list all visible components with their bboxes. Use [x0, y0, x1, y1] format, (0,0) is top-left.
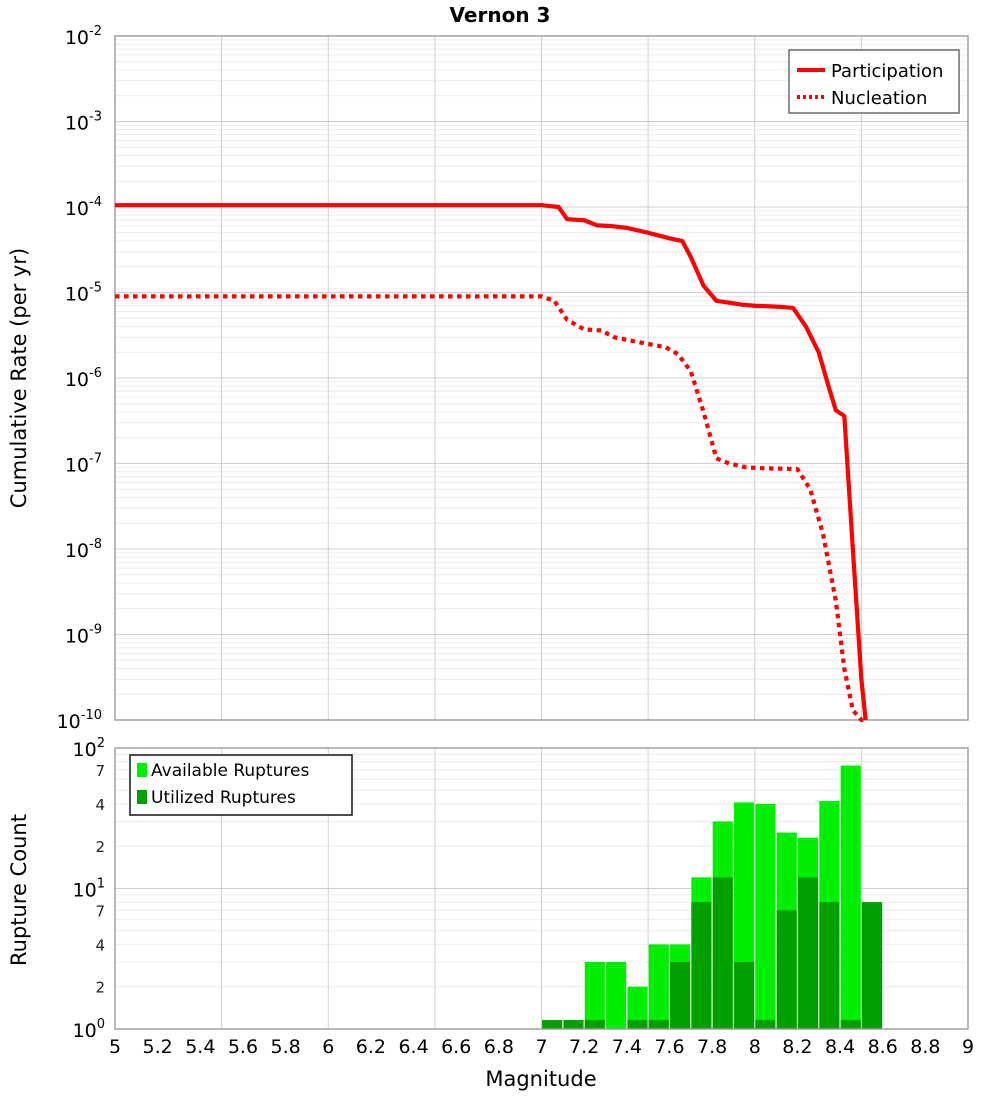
- legend-label-nucleation: Nucleation: [831, 88, 927, 109]
- x-axis-tick: 5.6: [228, 1036, 258, 1058]
- bar-utilized: [649, 1020, 669, 1029]
- top-plot-y-tick: 10-10: [57, 708, 102, 733]
- bar-utilized: [755, 1020, 775, 1029]
- legend-label-available-ruptures: Available Ruptures: [151, 761, 309, 781]
- bar-utilized: [841, 1020, 861, 1029]
- x-axis-tick: 8.2: [782, 1036, 812, 1058]
- top-plot-legend[interactable]: Participation Nucleation: [789, 50, 959, 113]
- bottom-plot-legend[interactable]: Available Ruptures Utilized Ruptures: [130, 755, 352, 815]
- top-plot-y-tick-labels: 10-2 10-3 10-4 10-5 10-6 10-7 10-8 10-9 10-10: [57, 24, 102, 733]
- bottom-plot-y-tick: 7: [95, 902, 105, 920]
- bar-utilized: [627, 1020, 647, 1029]
- bar-available: [585, 962, 605, 1029]
- x-axis-tick: 8.8: [910, 1036, 940, 1058]
- bar-available: [606, 962, 626, 1029]
- x-axis-tick: 9: [962, 1036, 974, 1058]
- legend-swatch-utilized-ruptures: [137, 790, 147, 804]
- x-axis-tick: 7.8: [697, 1036, 727, 1058]
- x-axis-tick: 6: [322, 1036, 334, 1058]
- x-axis-tick: 6.4: [398, 1036, 428, 1058]
- bar-utilized: [777, 910, 797, 1029]
- bar-utilized: [542, 1020, 562, 1029]
- bottom-plot-y-tick: 101: [73, 877, 105, 902]
- x-axis-tick: 8.6: [868, 1036, 898, 1058]
- bottom-plot-y-tick: 102: [73, 736, 105, 761]
- x-axis-tick: 8.4: [825, 1036, 855, 1058]
- x-axis-tick: 8: [749, 1036, 761, 1058]
- x-axis-tick: 5.8: [270, 1036, 300, 1058]
- x-axis-tick: 6.2: [356, 1036, 386, 1058]
- bar-available: [841, 766, 861, 1029]
- x-axis-tick: 5.4: [185, 1036, 215, 1058]
- bar-utilized: [670, 962, 690, 1029]
- bar-utilized: [862, 902, 882, 1029]
- bar-utilized: [563, 1020, 583, 1029]
- bottom-plot-y-tick: 2: [95, 838, 105, 856]
- bar-available: [755, 804, 775, 1029]
- x-axis-tick-labels: 5 5.2 5.4 5.6 5.8 6 6.2 6.4 6.6 6.8 7 7.2 7.4 7.6 7.8 8…: [109, 1036, 974, 1058]
- x-axis-tick: 6.8: [484, 1036, 514, 1058]
- bottom-plot-y-tick: 100: [73, 1017, 105, 1042]
- top-plot-y-tick: 10-8: [65, 537, 102, 562]
- x-axis-tick: 7.2: [569, 1036, 599, 1058]
- top-plot-y-tick: 10-5: [65, 281, 102, 306]
- top-plot-y-tick: 10-9: [65, 623, 102, 648]
- bar-utilized: [798, 877, 818, 1029]
- figure-root: Vernon 3 10-210-310-410-510-610-710-810-…: [0, 0, 1000, 1100]
- bottom-plot-y-axis-label: Rupture Count: [7, 814, 31, 966]
- legend-swatch-available-ruptures: [137, 763, 147, 777]
- x-axis-tick: 7: [535, 1036, 547, 1058]
- chart-svg: Vernon 3 10-210-310-410-510-610-710-810-…: [0, 0, 1000, 1100]
- bar-utilized: [713, 877, 733, 1029]
- top-plot-y-tick: 10-7: [65, 452, 102, 477]
- legend-label-utilized-ruptures: Utilized Ruptures: [151, 788, 296, 808]
- top-plot-y-tick: 10-6: [65, 366, 102, 391]
- bar-available: [649, 944, 669, 1029]
- x-axis-tick: 7.4: [612, 1036, 642, 1058]
- x-axis-tick: 5: [109, 1036, 121, 1058]
- top-plot: 10-2 10-3 10-4 10-5 10-6 10-7 10-8 10-9 10-10 Cu…: [7, 24, 968, 733]
- top-plot-y-tick: 10-4: [65, 195, 102, 220]
- legend-label-participation: Participation: [831, 61, 943, 82]
- bar-utilized: [691, 902, 711, 1029]
- top-plot-y-tick: 10-3: [65, 110, 102, 135]
- page-title: Vernon 3: [450, 3, 551, 27]
- bar-utilized: [819, 902, 839, 1029]
- bottom-plot-y-tick: 2: [95, 979, 105, 997]
- bottom-plot-y-tick-labels: 102742101742100: [73, 736, 105, 1042]
- x-axis-tick: 5.2: [143, 1036, 173, 1058]
- x-axis-tick: 6.6: [441, 1036, 471, 1058]
- bottom-plot-y-tick: 7: [95, 762, 105, 780]
- x-axis-tick: 7.6: [654, 1036, 684, 1058]
- bar-utilized: [585, 1020, 605, 1029]
- top-plot-y-axis-label: Cumulative Rate (per yr): [7, 248, 31, 508]
- top-plot-y-tick: 10-2: [65, 24, 102, 49]
- bottom-plot-y-tick: 4: [95, 796, 105, 814]
- x-axis-label: Magnitude: [485, 1067, 596, 1091]
- bottom-plot-y-tick: 4: [95, 936, 105, 954]
- bar-utilized: [734, 962, 754, 1029]
- bottom-plot: 102742101742100 Rupture Count Available …: [7, 736, 968, 1042]
